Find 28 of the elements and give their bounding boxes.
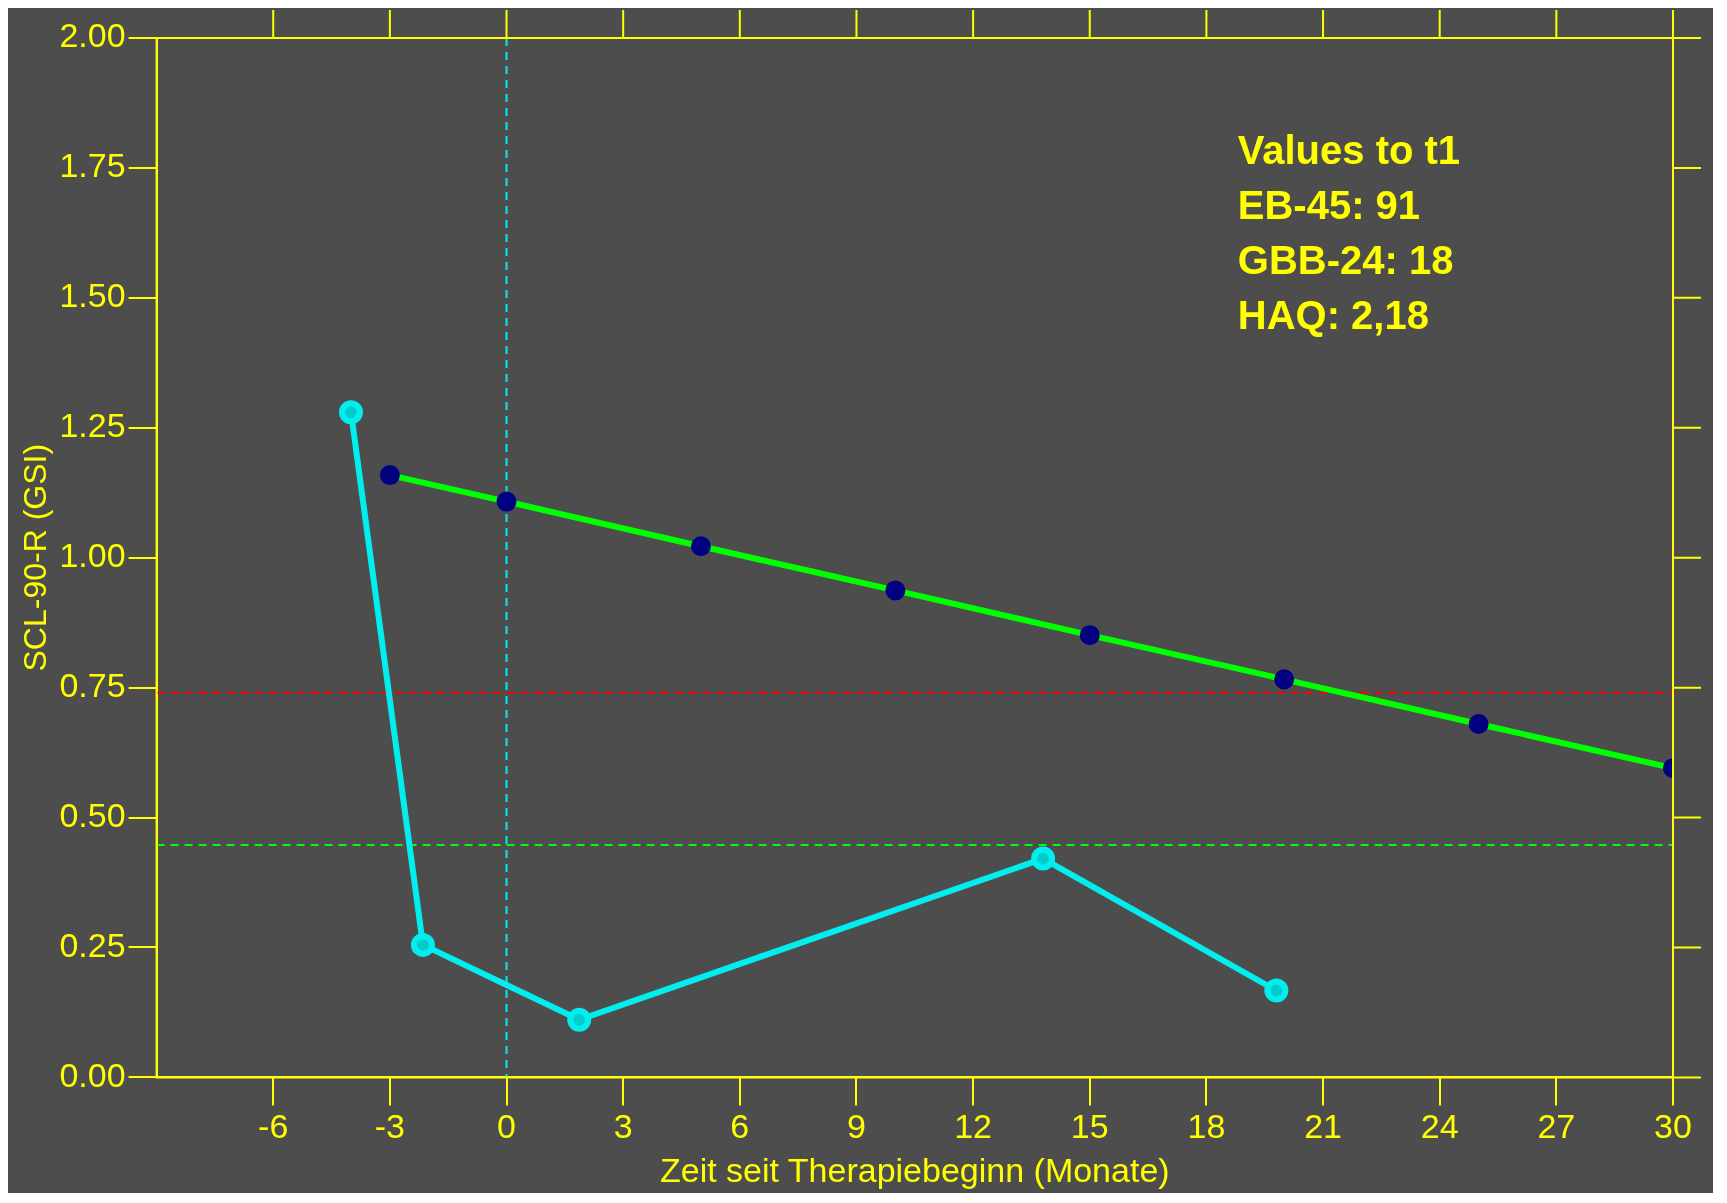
y-axis-title: SCL-90-R (GSI) <box>17 443 54 672</box>
x-tick-label: 0 <box>497 1107 516 1146</box>
y-tick-label: 0.00 <box>59 1055 126 1094</box>
y-tick-label: 0.75 <box>59 666 126 704</box>
x-tick-label: 9 <box>847 1107 866 1146</box>
y-tick-label: 0.25 <box>59 925 126 964</box>
annotation: HAQ: 2,18 <box>1237 293 1429 338</box>
y-tick-label: 1.50 <box>59 276 126 315</box>
x-tick-label: 24 <box>1420 1107 1459 1146</box>
y-tick-label: 1.00 <box>59 536 126 575</box>
x-tick-label: 6 <box>730 1107 750 1146</box>
x-tick-label: -6 <box>258 1107 289 1146</box>
annotation: Values to t1 <box>1237 128 1461 173</box>
x-tick-label: 21 <box>1304 1107 1342 1146</box>
y-tick-label: 2.00 <box>59 16 126 55</box>
y-tick-label: 1.75 <box>59 146 126 185</box>
annotation: GBB-24: 18 <box>1237 238 1454 283</box>
x-tick-label: -3 <box>374 1107 405 1146</box>
x-tick-label: 12 <box>954 1107 993 1146</box>
x-tick-label: 30 <box>1654 1107 1692 1146</box>
x-axis-title: Zeit seit Therapiebeginn (Monate) <box>659 1150 1170 1189</box>
y-tick-label: 1.25 <box>59 406 126 445</box>
x-tick-label: 15 <box>1070 1107 1109 1146</box>
x-tick-label: 3 <box>613 1107 633 1146</box>
x-tick-label: 18 <box>1187 1107 1226 1146</box>
annotation: EB-45: 91 <box>1237 183 1421 228</box>
x-tick-label: 27 <box>1537 1107 1576 1146</box>
y-tick-label: 0.50 <box>59 795 126 834</box>
